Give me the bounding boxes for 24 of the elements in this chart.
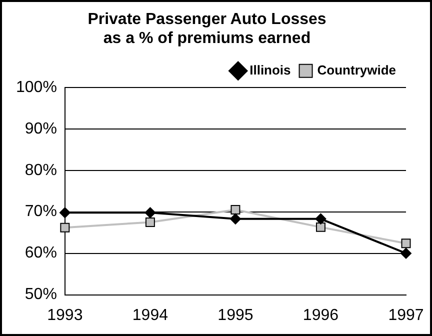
point: [316, 222, 326, 232]
legend-label: Countrywide: [317, 62, 396, 78]
point: [400, 248, 412, 259]
point: [315, 213, 326, 224]
chart-title: Private Passenger Auto Losses as a % of premiums earned: [88, 11, 326, 48]
point: [59, 207, 70, 218]
point: [401, 238, 411, 248]
point: [145, 217, 155, 227]
x-tick-label: 1995: [218, 306, 254, 324]
y-tick-label: 90%: [24, 120, 57, 138]
y-tick-label: 100%: [16, 78, 57, 96]
x-tick-label: 1997: [388, 306, 424, 324]
x-tick-label: 1993: [47, 306, 83, 324]
y-tick-label: 50%: [24, 286, 57, 304]
y-tick-label: 70%: [24, 203, 57, 220]
y-tick-label: 80%: [24, 162, 57, 179]
point: [230, 205, 240, 215]
point: [60, 222, 70, 232]
point: [144, 207, 156, 218]
point: [230, 213, 241, 224]
legend-label: Illinois: [250, 62, 291, 78]
x-tick-label: 1994: [132, 306, 168, 324]
x-tick-label: 1996: [302, 306, 339, 324]
y-tick-label: 60%: [24, 244, 57, 262]
